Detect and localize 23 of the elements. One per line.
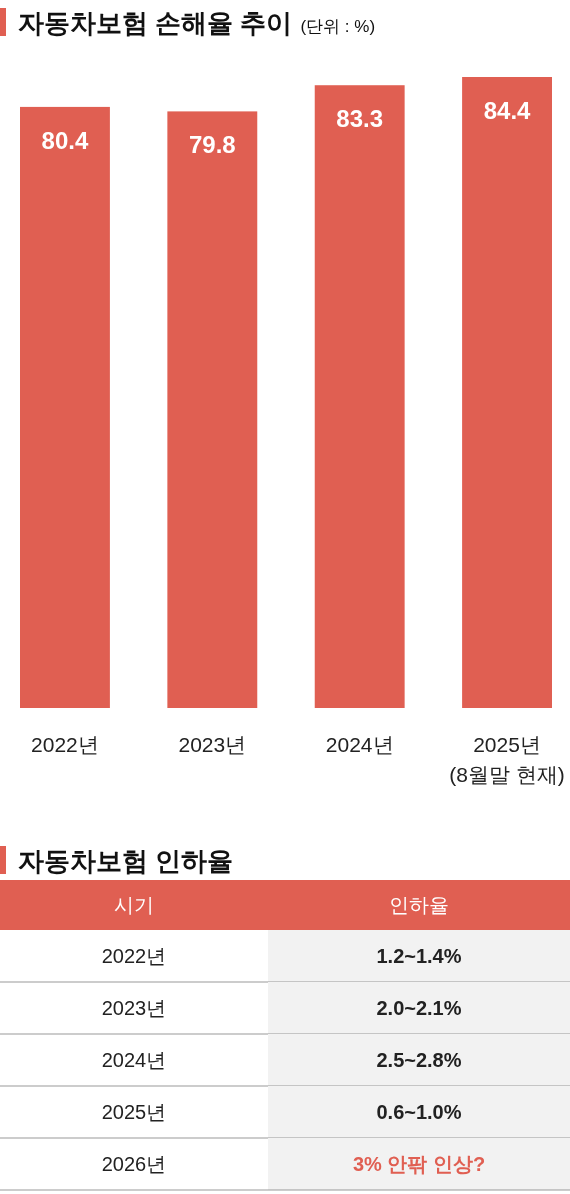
text: 2024년 bbox=[101, 1049, 167, 1071]
text: 인하율 bbox=[389, 894, 449, 916]
text: 2.0~2.1% bbox=[376, 997, 462, 1019]
text: 2.5~2.8% bbox=[376, 1049, 462, 1071]
chart-subtitle: (단위 : %) bbox=[300, 17, 376, 36]
text: 시기 bbox=[114, 894, 154, 916]
text: 2025년 bbox=[101, 1101, 167, 1123]
x-tick-label: 2022년 bbox=[31, 733, 99, 756]
text: 1.2~1.4% bbox=[376, 945, 462, 967]
text: 3% 안팎 인상? bbox=[352, 1153, 486, 1175]
data-label: 83.3 bbox=[336, 105, 384, 133]
text: 2023년 bbox=[101, 997, 167, 1019]
text: 2026년 bbox=[101, 1153, 167, 1175]
data-label: 79.8 bbox=[188, 131, 236, 159]
x-tick-label: 2024년 bbox=[325, 733, 394, 756]
text: 2022년 bbox=[101, 945, 167, 967]
x-tick-label: 2025년 (8월말 현재) bbox=[449, 733, 565, 786]
text: 0.6~1.0% bbox=[376, 1101, 462, 1123]
data-label: 84.4 bbox=[483, 97, 532, 124]
text: 자동차보험 인하율 bbox=[18, 846, 234, 876]
chart-title: 자동차보험 손해율 추이 bbox=[18, 8, 293, 38]
x-tick-label: 2023년 bbox=[178, 733, 247, 756]
data-label: 80.4 bbox=[41, 126, 89, 154]
